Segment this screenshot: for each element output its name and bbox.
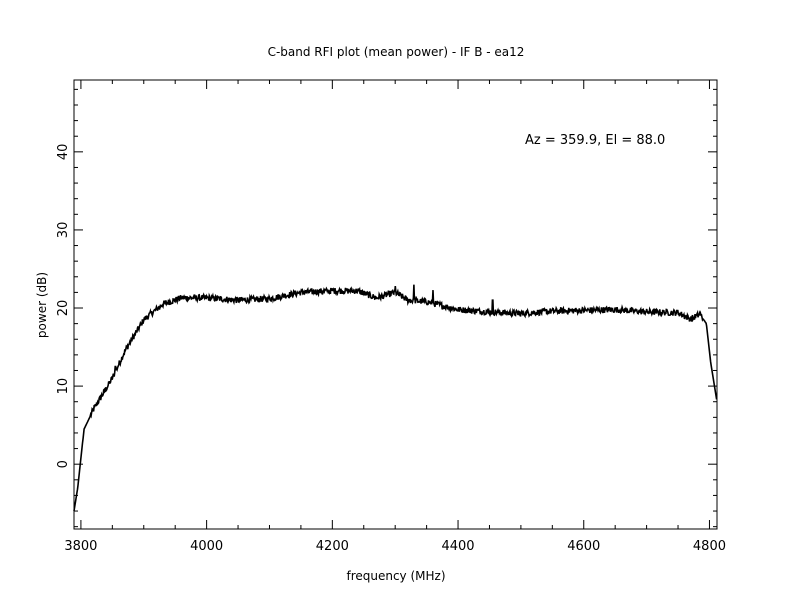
az-el-annotation: Az = 359.9, El = 88.0 bbox=[525, 133, 665, 148]
y-tick-label: 40 bbox=[56, 144, 71, 161]
x-axis-label: frequency (MHz) bbox=[346, 569, 445, 583]
series-line-mean-power bbox=[73, 284, 718, 512]
y-tick-label: 10 bbox=[56, 378, 71, 395]
x-tick-label: 4600 bbox=[567, 539, 600, 554]
x-tick-label: 4400 bbox=[441, 539, 474, 554]
y-tick-label: 0 bbox=[56, 460, 71, 468]
tick-labels: 3800 4000 4200 4400 4600 4800 0 10 20 30 40 bbox=[56, 144, 726, 554]
x-tick-label: 4800 bbox=[693, 539, 726, 554]
axis-ticks bbox=[74, 80, 717, 529]
x-tick-label: 4000 bbox=[190, 539, 223, 554]
y-axis-label: power (dB) bbox=[35, 272, 49, 338]
y-tick-label: 20 bbox=[56, 300, 71, 317]
y-tick-label: 30 bbox=[56, 222, 71, 239]
x-tick-label: 4200 bbox=[316, 539, 349, 554]
x-tick-label: 3800 bbox=[64, 539, 97, 554]
chart-title: C-band RFI plot (mean power) - IF B - ea… bbox=[268, 45, 525, 59]
